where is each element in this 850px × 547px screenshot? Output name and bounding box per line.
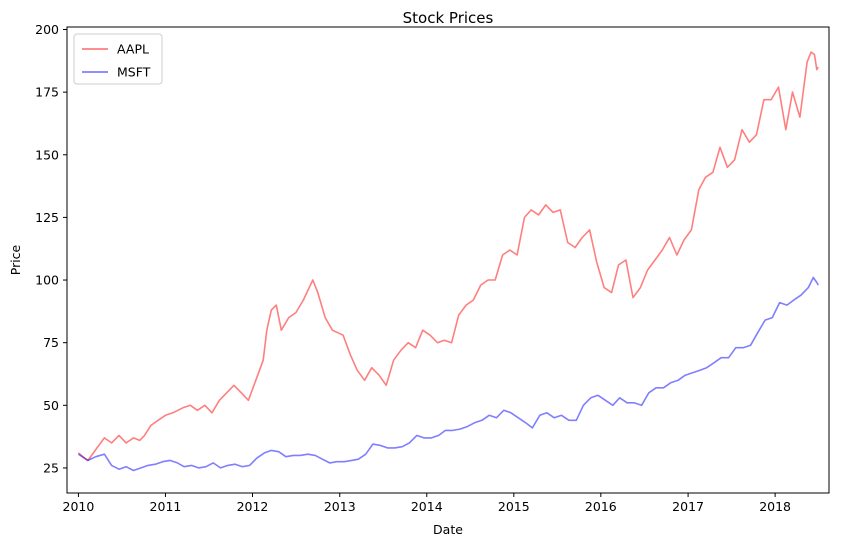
legend-label-aapl: AAPL bbox=[117, 42, 149, 57]
x-tick-label: 2018 bbox=[759, 499, 791, 514]
x-tick-label: 2011 bbox=[150, 499, 182, 514]
series-line-aapl bbox=[77, 51, 819, 462]
axes-layer: 2010 2011 2012 2013 2014 2015 2016 2017 2018 25 50… bbox=[35, 22, 791, 514]
chart-title: Stock Prices bbox=[403, 9, 494, 27]
x-axis-label: Date bbox=[433, 522, 463, 537]
legend-label-msft: MSFT bbox=[117, 65, 151, 80]
x-tick-label: 2016 bbox=[585, 499, 617, 514]
y-tick-label: 100 bbox=[35, 273, 59, 288]
x-tick-label: 2013 bbox=[324, 499, 356, 514]
x-tick-label: 2010 bbox=[63, 499, 95, 514]
x-tick-label: 2017 bbox=[672, 499, 704, 514]
series-layer bbox=[77, 51, 819, 472]
plot-frame bbox=[66, 26, 830, 494]
x-tick-label: 2015 bbox=[498, 499, 530, 514]
y-tick-label: 150 bbox=[35, 147, 59, 162]
y-tick-label: 25 bbox=[43, 460, 59, 475]
y-tick-label: 125 bbox=[35, 210, 59, 225]
y-tick-label: 75 bbox=[43, 335, 59, 350]
y-tick-label: 200 bbox=[35, 22, 59, 37]
x-tick-label: 2014 bbox=[411, 499, 443, 514]
x-tick-label: 2012 bbox=[237, 499, 269, 514]
y-tick-label: 175 bbox=[35, 85, 59, 100]
legend: AAPL MSFT bbox=[73, 33, 163, 85]
y-axis-label: Price bbox=[8, 244, 23, 275]
y-tick-label: 50 bbox=[43, 398, 59, 413]
series-line-msft bbox=[77, 276, 819, 472]
